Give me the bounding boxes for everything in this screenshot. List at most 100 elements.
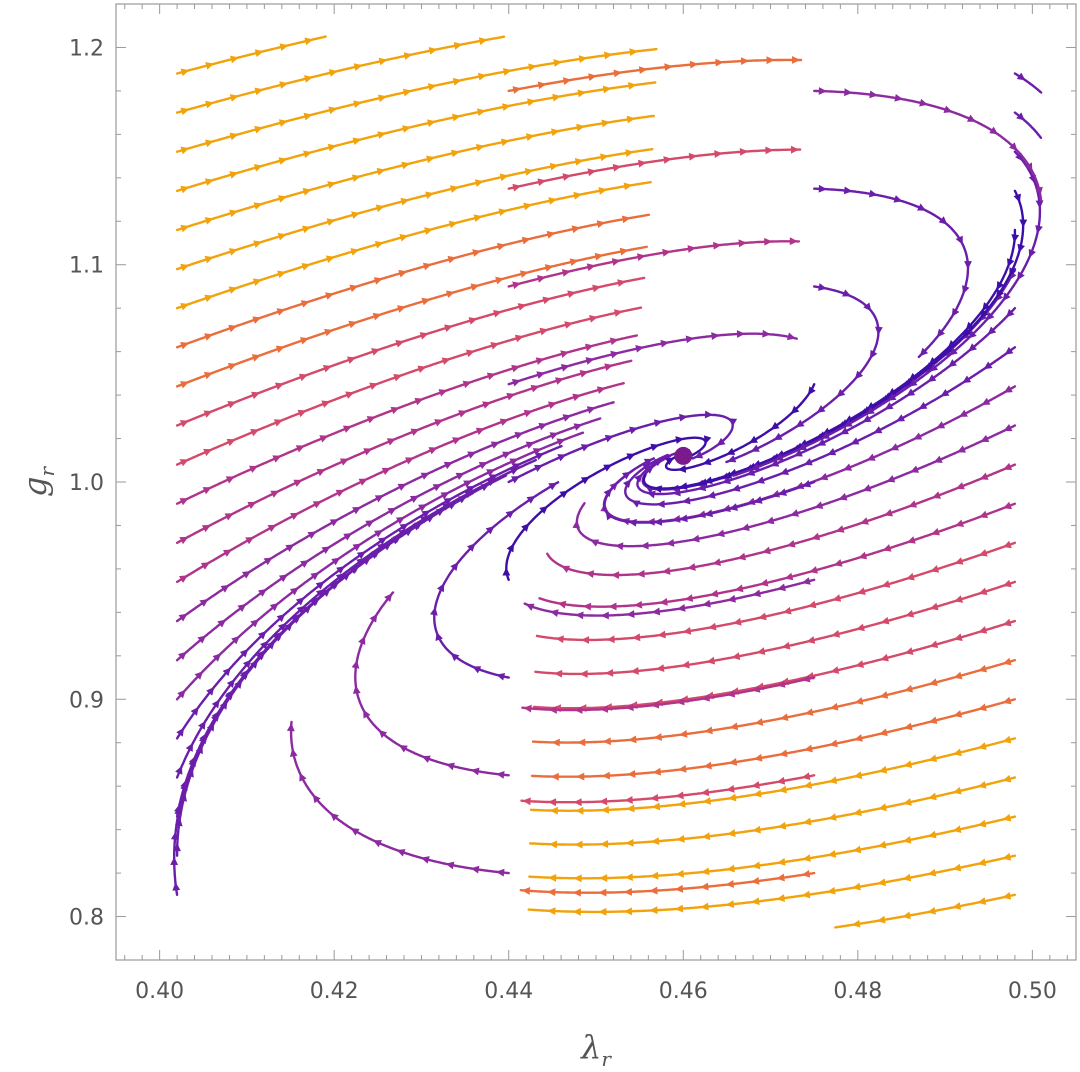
- stream-arrow: [600, 611, 609, 620]
- stream-arrow: [374, 240, 384, 249]
- stream-arrow: [582, 602, 592, 611]
- stream-arrow: [621, 215, 631, 224]
- stream-arrow: [869, 349, 878, 359]
- stream-arrow: [781, 641, 791, 650]
- stream-arrow: [353, 100, 362, 108]
- stream-arrow: [222, 667, 231, 677]
- stream-arrow: [862, 414, 872, 423]
- stream-arrow: [646, 490, 656, 499]
- stream-arrow: [604, 363, 614, 371]
- stream-arrow: [331, 557, 341, 566]
- stream-arrow: [836, 388, 846, 398]
- stream-arrow: [1002, 852, 1012, 861]
- stream-arrow: [919, 347, 929, 357]
- stream-arrow: [524, 168, 534, 176]
- stream-arrow: [698, 478, 708, 487]
- stream-arrow: [527, 98, 536, 107]
- stream-arrow: [535, 452, 545, 461]
- stream-arrow: [850, 437, 860, 445]
- stream-arrow: [477, 72, 487, 81]
- stream-arrow: [830, 666, 840, 674]
- stream-arrow: [269, 602, 279, 612]
- stream-arrow: [838, 493, 848, 501]
- stream-arrow: [886, 475, 896, 483]
- stream-arrow: [399, 234, 409, 242]
- stream-arrow: [572, 907, 581, 916]
- stream-arrow: [577, 738, 586, 747]
- stream-arrow: [623, 907, 633, 916]
- stream-arrow: [377, 131, 387, 139]
- stream-line: [532, 619, 1017, 710]
- stream-arrow: [237, 603, 247, 612]
- stream-arrow: [704, 410, 714, 419]
- stream-arrow: [879, 653, 889, 662]
- stream-arrow: [623, 887, 633, 896]
- stream-arrow: [286, 722, 295, 732]
- stream-arrow: [296, 605, 306, 614]
- stream-arrow: [987, 326, 997, 335]
- stream-arrow: [579, 370, 589, 378]
- stream-arrow: [704, 509, 714, 518]
- stream-arrow: [509, 467, 519, 475]
- stream-arrow: [633, 600, 643, 609]
- stream-arrow: [977, 780, 987, 789]
- stream-arrow: [526, 496, 536, 504]
- stream-arrow: [918, 401, 928, 410]
- stream-arrow: [321, 546, 331, 555]
- stream-arrow: [521, 887, 531, 895]
- stream-arrow: [358, 478, 368, 486]
- stream-arrow: [599, 705, 609, 713]
- stream-arrow: [381, 467, 391, 475]
- stream-line: [534, 580, 1017, 676]
- stream-arrow: [879, 691, 889, 699]
- stream-arrow: [902, 911, 911, 920]
- stream-arrow: [551, 128, 560, 137]
- stream-arrow: [778, 785, 787, 794]
- stream-arrow: [204, 294, 214, 303]
- stream-arrow: [709, 589, 719, 598]
- stream-arrow: [496, 771, 505, 779]
- stream-arrow: [700, 882, 709, 891]
- stream-arrow: [250, 428, 260, 437]
- stream-arrow: [557, 454, 567, 462]
- stream-arrow: [827, 850, 837, 858]
- stream-arrow: [495, 276, 505, 285]
- stream-arrow: [790, 405, 800, 414]
- stream-arrow: [903, 760, 913, 768]
- stream-arrow: [1002, 292, 1011, 302]
- stream-arrow: [893, 195, 903, 203]
- stream-arrow: [463, 480, 473, 488]
- stream-arrow: [727, 455, 737, 463]
- stream-arrow: [1002, 579, 1012, 588]
- stream-arrow: [702, 599, 711, 608]
- stream-arrow: [640, 541, 649, 550]
- stream-arrow: [702, 797, 712, 805]
- stream-arrow: [726, 864, 735, 873]
- stream-arrow: [598, 907, 607, 916]
- stream-arrow: [363, 709, 371, 719]
- stream-arrow: [853, 771, 863, 779]
- stream-arrow: [858, 551, 868, 560]
- stream-arrow: [450, 562, 459, 571]
- stream-arrow: [958, 409, 968, 417]
- stream-arrow: [859, 517, 869, 525]
- stream-arrow: [190, 706, 199, 716]
- stream-arrow: [177, 651, 187, 661]
- stream-arrow: [806, 636, 816, 644]
- stream-arrow: [675, 436, 685, 444]
- stream-arrow: [585, 357, 595, 365]
- stream-arrow: [557, 600, 567, 609]
- stream-arrow: [577, 89, 587, 98]
- stream-arrow: [537, 275, 546, 283]
- stream-arrow: [996, 281, 1005, 290]
- stream-arrow: [831, 629, 841, 638]
- stream-arrow: [512, 281, 522, 290]
- stream-arrow: [547, 798, 557, 807]
- stream-arrow: [278, 574, 288, 583]
- stream-arrow: [702, 457, 712, 466]
- stream-arrow: [499, 418, 509, 426]
- stream-arrow: [818, 283, 827, 291]
- stream-arrow: [751, 897, 760, 906]
- stream-arrow: [206, 686, 215, 696]
- stream-arrow: [755, 476, 765, 484]
